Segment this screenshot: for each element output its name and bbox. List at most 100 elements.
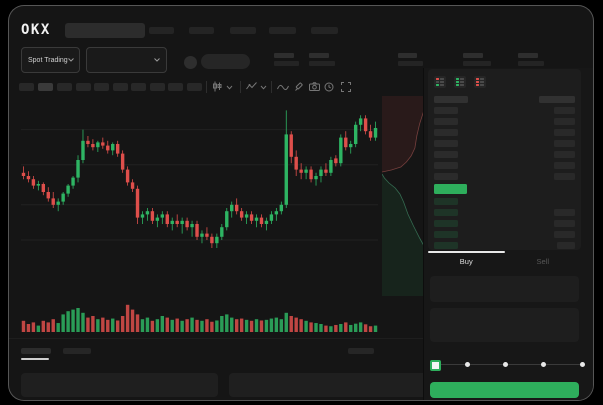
nav-item[interactable] [189, 27, 214, 34]
candle-body [264, 220, 269, 224]
toolbar-divider [206, 81, 207, 93]
candle-body [220, 227, 224, 237]
amount-slider-track[interactable] [434, 364, 582, 365]
chevron-down-icon[interactable] [226, 85, 233, 90]
order-price-input[interactable] [430, 276, 579, 302]
timeframe-button[interactable] [150, 83, 165, 91]
candle-body [269, 214, 274, 221]
orderbook-row-bid[interactable] [434, 220, 575, 227]
timeframe-button[interactable] [113, 83, 128, 91]
volume-bar [319, 324, 323, 332]
candle-body [190, 224, 194, 228]
amount-slider-handle[interactable] [430, 360, 441, 371]
orderbook-row-ask[interactable] [434, 118, 575, 125]
bottom-panel-link[interactable] [348, 348, 374, 354]
orderbook-row-bid[interactable] [434, 209, 575, 216]
timeframe-button[interactable] [187, 83, 202, 91]
timeframe-button-active[interactable] [38, 83, 53, 91]
candle-body [368, 131, 373, 138]
bottom-tab[interactable] [63, 348, 91, 354]
search-input[interactable] [65, 23, 145, 38]
candle-body [61, 193, 65, 202]
ticker-stat [274, 53, 299, 66]
candle-body [274, 211, 279, 215]
orderbook-row-bid[interactable] [434, 242, 575, 249]
alerts-icon[interactable] [324, 82, 334, 92]
orderbook-row-ask[interactable] [434, 151, 575, 158]
chevron-down-icon [67, 58, 74, 62]
orderbook-row-ask[interactable] [434, 173, 575, 180]
orderbook-all-icon[interactable] [434, 76, 446, 88]
candle-style-icon[interactable] [212, 81, 222, 92]
slider-step-dot[interactable] [465, 362, 470, 367]
volume-bar [234, 319, 239, 332]
volume-bar [165, 317, 169, 332]
candle-body [86, 140, 90, 144]
volume-bar [309, 322, 313, 332]
nav-item[interactable] [269, 27, 296, 34]
candle-body [230, 204, 234, 212]
orderbook-row-ask[interactable] [434, 140, 575, 147]
order-amount-input[interactable] [430, 308, 579, 342]
timeframe-button[interactable] [131, 83, 146, 91]
candle-body [215, 236, 219, 244]
candle-body [91, 144, 95, 148]
timeframe-button[interactable] [94, 83, 109, 91]
nav-item[interactable] [311, 27, 338, 34]
okx-logo[interactable]: OKX [21, 22, 51, 38]
candle-body [170, 220, 174, 224]
timeframe-button[interactable] [57, 83, 72, 91]
section-divider [9, 338, 423, 339]
active-tab-underline [21, 358, 49, 360]
volume-bar [120, 316, 125, 332]
indicators-icon[interactable] [246, 81, 257, 92]
chevron-down-icon[interactable] [260, 85, 267, 90]
volume-bar [349, 324, 353, 332]
order-side-tabs: Buy Sell [428, 251, 581, 271]
candle-body [304, 169, 308, 173]
pair-selector-dropdown[interactable] [86, 47, 167, 73]
tab-sell[interactable]: Sell [536, 256, 549, 266]
candle-body [205, 233, 209, 237]
orderbook-row-ask[interactable] [434, 129, 575, 136]
timeframe-button[interactable] [19, 83, 34, 91]
active-tab-indicator [428, 251, 505, 253]
draw-icon[interactable] [294, 82, 304, 92]
nav-item[interactable] [149, 27, 174, 34]
buy-submit-button[interactable] [430, 382, 579, 398]
orderbook-row-bid[interactable] [434, 198, 575, 205]
candle-body [185, 220, 189, 228]
volume-bar [220, 316, 224, 332]
candle-body [71, 177, 75, 186]
orderbook-row-bid[interactable] [434, 231, 575, 238]
candlestick-chart[interactable] [21, 96, 378, 256]
orderbook-row-ask[interactable] [434, 107, 575, 114]
timeframe-button[interactable] [168, 83, 183, 91]
slider-step-dot[interactable] [541, 362, 546, 367]
volume-bar [274, 317, 279, 332]
volume-bar [36, 325, 41, 332]
candle-body [334, 158, 338, 164]
slider-step-dot[interactable] [503, 362, 508, 367]
orderbook-right-cell [554, 173, 575, 180]
bottom-tab-active[interactable] [21, 348, 51, 354]
orderbook-bids-icon[interactable] [454, 76, 466, 88]
orderbook-last-price-row[interactable] [434, 184, 575, 194]
volume-bar [170, 319, 174, 332]
fullscreen-icon[interactable] [341, 82, 351, 92]
candle-body [111, 144, 115, 151]
orderbook-asks-icon[interactable] [474, 76, 486, 88]
market-type-dropdown[interactable]: Spot Trading [21, 47, 80, 73]
volume-bar [264, 319, 269, 332]
candle-body [51, 198, 55, 205]
wave-icon[interactable] [277, 84, 289, 91]
volume-bar [254, 319, 259, 332]
tab-buy[interactable]: Buy [459, 256, 473, 266]
candle-body [115, 144, 120, 154]
timeframe-button[interactable] [76, 83, 91, 91]
camera-icon[interactable] [309, 82, 320, 91]
volume-bar [324, 325, 328, 332]
orderbook-row-ask[interactable] [434, 162, 575, 169]
slider-step-dot[interactable] [580, 362, 585, 367]
nav-item[interactable] [230, 27, 256, 34]
